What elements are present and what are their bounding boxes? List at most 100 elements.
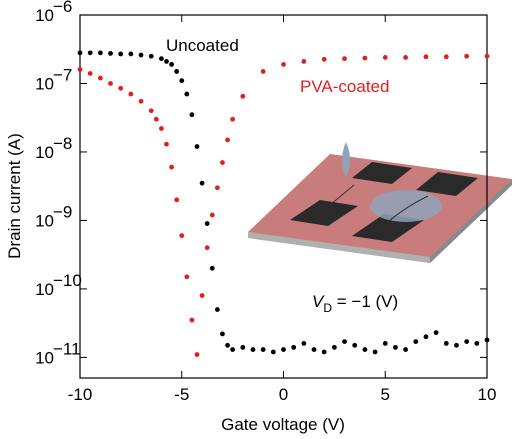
y-tick-base: 10 — [35, 6, 54, 25]
data-point — [204, 221, 210, 226]
x-tick-label: 10 — [478, 385, 497, 404]
data-point — [382, 55, 388, 60]
data-point — [199, 180, 205, 186]
data-point — [413, 339, 419, 345]
data-point — [138, 98, 144, 104]
data-point — [128, 51, 134, 57]
data-point — [281, 347, 286, 352]
data-point — [240, 344, 246, 350]
y-tick-exponent: −11 — [53, 339, 81, 358]
data-point — [189, 317, 195, 323]
data-point — [281, 61, 286, 67]
y-tick-exponent: −10 — [53, 271, 82, 290]
data-point — [164, 141, 169, 147]
data-point — [423, 334, 429, 340]
x-axis-label: Gate voltage (V) — [221, 415, 345, 434]
y-axis-label: Drain current (A) — [5, 133, 24, 259]
data-point — [204, 245, 210, 251]
data-point — [352, 342, 358, 348]
data-point — [464, 339, 470, 345]
data-point — [194, 144, 200, 149]
data-point — [291, 344, 297, 350]
data-point — [362, 55, 368, 61]
data-point — [159, 126, 164, 131]
y-tick-base: 10 — [35, 143, 54, 162]
data-point — [484, 53, 490, 59]
y-tick-label: 10 — [35, 6, 54, 25]
data-point — [220, 160, 225, 165]
data-point — [164, 59, 169, 64]
data-point — [474, 341, 480, 346]
data-point — [108, 50, 113, 56]
data-point — [342, 339, 347, 345]
data-point — [169, 61, 174, 67]
device-inset — [248, 142, 512, 263]
legend-entry: PVA-coated — [300, 77, 389, 96]
data-point — [301, 59, 307, 64]
y-tick-label: 10 — [35, 74, 54, 93]
data-point — [174, 197, 180, 203]
data-point — [362, 347, 368, 352]
data-point — [199, 293, 205, 298]
data-point — [301, 341, 307, 346]
data-point — [403, 347, 408, 352]
annotation-text: = −1 (V) — [332, 292, 398, 311]
data-point — [214, 185, 220, 191]
data-point — [148, 108, 154, 114]
y-tick-base: 10 — [35, 348, 54, 367]
y-tick-exponent: −7 — [53, 65, 72, 84]
data-point — [403, 55, 408, 60]
data-point — [423, 54, 429, 60]
data-point — [189, 112, 195, 118]
data-point — [159, 56, 164, 62]
data-point — [443, 341, 449, 346]
data-point — [484, 337, 490, 343]
legend-entry: Uncoated — [166, 36, 239, 55]
data-point — [128, 91, 134, 97]
data-point — [138, 52, 144, 58]
data-point — [260, 347, 266, 352]
y-tick-base: 10 — [35, 211, 54, 230]
y-tick-exponent: −9 — [53, 202, 72, 221]
data-point — [433, 330, 439, 336]
data-point — [153, 116, 159, 122]
data-point — [209, 212, 215, 218]
x-tick-label: -10 — [68, 385, 93, 404]
data-point — [342, 56, 347, 62]
data-point — [118, 85, 124, 91]
x-tick-label: 0 — [279, 385, 288, 404]
data-point — [454, 342, 459, 348]
data-point — [260, 69, 266, 74]
data-point — [77, 50, 83, 56]
data-point — [174, 69, 180, 74]
data-point — [87, 71, 93, 76]
data-point — [220, 331, 225, 337]
data-point — [118, 51, 124, 57]
data-point — [372, 349, 378, 355]
data-point — [230, 347, 236, 352]
data-point — [443, 54, 449, 60]
y-tick-exponent: −6 — [53, 0, 72, 16]
data-point — [270, 349, 276, 355]
data-point — [311, 347, 317, 352]
annotation-subscript: D — [323, 301, 332, 315]
data-point — [179, 233, 185, 239]
y-tick-label: 10 — [35, 143, 54, 162]
data-point — [169, 164, 174, 170]
data-point — [108, 81, 113, 86]
y-tick-label: 10 — [35, 348, 54, 367]
data-point — [214, 307, 220, 312]
y-tick-base: 10 — [35, 280, 54, 299]
data-point — [250, 347, 256, 352]
data-point — [331, 344, 337, 350]
data-point — [87, 50, 93, 56]
annotation: VD = −1 (V) — [312, 292, 398, 315]
x-tick-label: 5 — [381, 385, 390, 404]
data-point — [184, 274, 190, 280]
data-point — [97, 75, 103, 81]
data-point — [240, 93, 246, 99]
data-point — [464, 53, 470, 59]
x-tick-label: -5 — [174, 385, 189, 404]
y-tick-label: 10 — [35, 280, 54, 299]
